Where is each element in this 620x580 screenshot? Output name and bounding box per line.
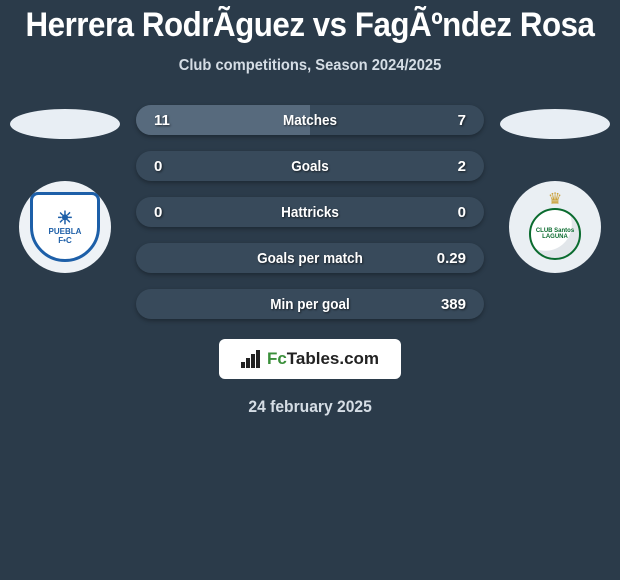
left-club-badge: ☀ PUEBLA F•C [19, 181, 111, 273]
stat-value-right: 0 [458, 204, 466, 221]
date-line: 24 february 2025 [248, 397, 371, 417]
left-flag-oval [10, 109, 120, 139]
stat-label: Min per goal [270, 296, 350, 313]
stat-label: Goals [291, 158, 329, 175]
right-flag-oval [500, 109, 610, 139]
subtitle: Club competitions, Season 2024/2025 [25, 57, 595, 75]
stat-value-right: 7 [458, 112, 466, 129]
brand-pre: Fc [267, 349, 287, 368]
stat-bar: 0 Goals 2 [136, 151, 484, 181]
stat-value-left: 0 [154, 158, 162, 175]
stat-bar: Min per goal 389 [136, 289, 484, 319]
chart-icon [241, 350, 261, 368]
sun-icon: ☀ [57, 209, 73, 227]
right-club-badge: ♛ CLUB Santos LAGUNA [509, 181, 601, 273]
santos-crest-icon: ♛ CLUB Santos LAGUNA [520, 192, 590, 262]
left-club-label-bottom: F•C [58, 236, 71, 245]
stat-bar: Goals per match 0.29 [136, 243, 484, 273]
brand-logo[interactable]: FcTables.com [219, 339, 401, 379]
crown-icon: ♛ [548, 192, 562, 208]
right-club-ball-text: CLUB Santos LAGUNA [531, 228, 579, 240]
left-club-label-top: PUEBLA [49, 227, 82, 236]
page-title: Herrera RodrÃ­guez vs FagÃºndez Rosa [25, 6, 595, 45]
main-row: ☀ PUEBLA F•C 11 Matches 7 0 Goals 2 0 Hattricks… [0, 105, 620, 319]
left-column: ☀ PUEBLA F•C [0, 105, 130, 273]
stat-label: Matches [283, 112, 337, 129]
stat-bar: 11 Matches 7 [136, 105, 484, 135]
widget-root: Herrera RodrÃ­guez vs FagÃºndez Rosa Clu… [0, 0, 620, 417]
stat-value-left: 0 [154, 204, 162, 221]
stat-value-right: 2 [458, 158, 466, 175]
brand-text: FcTables.com [267, 349, 379, 369]
footer: FcTables.com 24 february 2025 [0, 339, 620, 417]
puebla-crest-icon: ☀ PUEBLA F•C [30, 192, 100, 262]
stat-label: Goals per match [257, 250, 363, 267]
stats-column: 11 Matches 7 0 Goals 2 0 Hattricks 0 Goals per ma… [130, 105, 490, 319]
stat-label: Hattricks [281, 204, 339, 221]
stat-value-right: 0.29 [437, 250, 466, 267]
stat-bar: 0 Hattricks 0 [136, 197, 484, 227]
brand-post: Tables.com [287, 349, 379, 368]
ball-icon: CLUB Santos LAGUNA [529, 208, 581, 260]
stat-value-right: 389 [441, 296, 466, 313]
stat-value-left: 11 [154, 112, 170, 129]
right-column: ♛ CLUB Santos LAGUNA [490, 105, 620, 273]
